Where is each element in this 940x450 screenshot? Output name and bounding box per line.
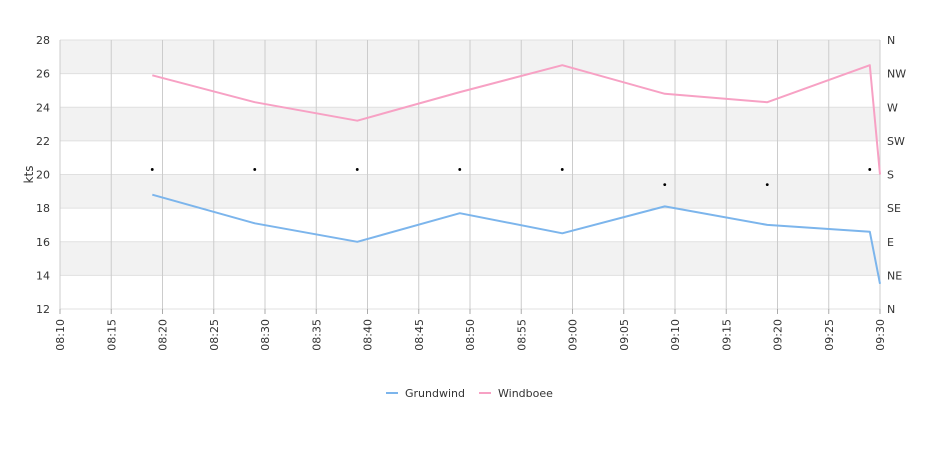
x-tick-label: 09:15 [720, 319, 733, 351]
x-tick-label: 08:50 [464, 319, 477, 351]
legend-item-grundwind[interactable]: Grundwind [386, 387, 465, 400]
x-tick-label: 08:45 [413, 319, 426, 351]
x-tick-label: 08:40 [362, 319, 375, 351]
x-tick-label: 09:00 [567, 319, 580, 351]
x-tick-label: 09:05 [618, 319, 631, 351]
x-tick-label: 09:30 [874, 319, 887, 351]
direction-markers [150, 168, 872, 186]
x-tick-label: 08:10 [54, 319, 67, 351]
direction-marker [765, 183, 769, 186]
x-tick-label: 09:20 [772, 319, 785, 351]
direction-marker [663, 183, 667, 186]
y2-tick-label: SW [887, 135, 905, 148]
x-tick-label: 09:10 [669, 319, 682, 351]
direction-marker [868, 168, 872, 171]
y-tick-label: 20 [36, 169, 50, 182]
x-tick-label: 09:25 [823, 319, 836, 351]
x-tick-label: 08:15 [105, 319, 118, 351]
direction-marker [458, 168, 462, 171]
legend-item-windboee[interactable]: Windboee [479, 387, 553, 400]
y2-tick-label: SE [887, 202, 901, 215]
y2-tick-label: NW [887, 68, 906, 81]
x-tick-label: 08:20 [157, 319, 170, 351]
y-tick-label: 24 [36, 101, 50, 114]
y2-tick-label: W [887, 101, 898, 114]
x-tick-label: 08:25 [208, 319, 221, 351]
y-tick-label: 18 [36, 202, 50, 215]
x-tick-label: 08:30 [259, 319, 272, 351]
direction-marker [150, 168, 154, 171]
y-tick-label: 16 [36, 236, 50, 249]
legend-label: Grundwind [405, 387, 465, 400]
series-line-windboee [152, 64, 881, 175]
direction-marker [253, 168, 257, 171]
y-tick-label: 28 [36, 34, 50, 47]
legend[interactable]: Grundwind Windboee [386, 387, 553, 400]
series-line-grundwind [152, 193, 881, 284]
y-tick-label: 14 [36, 269, 50, 282]
y-axis-ticks: 12 14 16 18 20 22 24 26 28 [36, 34, 50, 316]
y-axis-label: kts [22, 166, 36, 184]
direction-marker [355, 168, 359, 171]
x-tick-label: 08:55 [515, 319, 528, 351]
y2-tick-label: E [887, 236, 894, 249]
plot-grid [59, 39, 881, 314]
y2-tick-label: N [887, 34, 895, 47]
x-axis-ticks: 08:10 08:15 08:20 08:25 08:30 08:35 08:40 08:45… [54, 319, 887, 351]
y2-tick-label: NE [887, 269, 902, 282]
y2-axis-ticks: N NE E SE S SW W NW N [887, 34, 906, 316]
y2-tick-label: S [887, 169, 894, 182]
y2-tick-label: N [887, 303, 895, 316]
direction-marker [560, 168, 564, 171]
y-tick-label: 26 [36, 68, 50, 81]
y-tick-label: 22 [36, 135, 50, 148]
series-lines [152, 64, 881, 284]
x-tick-label: 08:35 [310, 319, 323, 351]
y-tick-label: 12 [36, 303, 50, 316]
legend-label: Windboee [498, 387, 553, 400]
